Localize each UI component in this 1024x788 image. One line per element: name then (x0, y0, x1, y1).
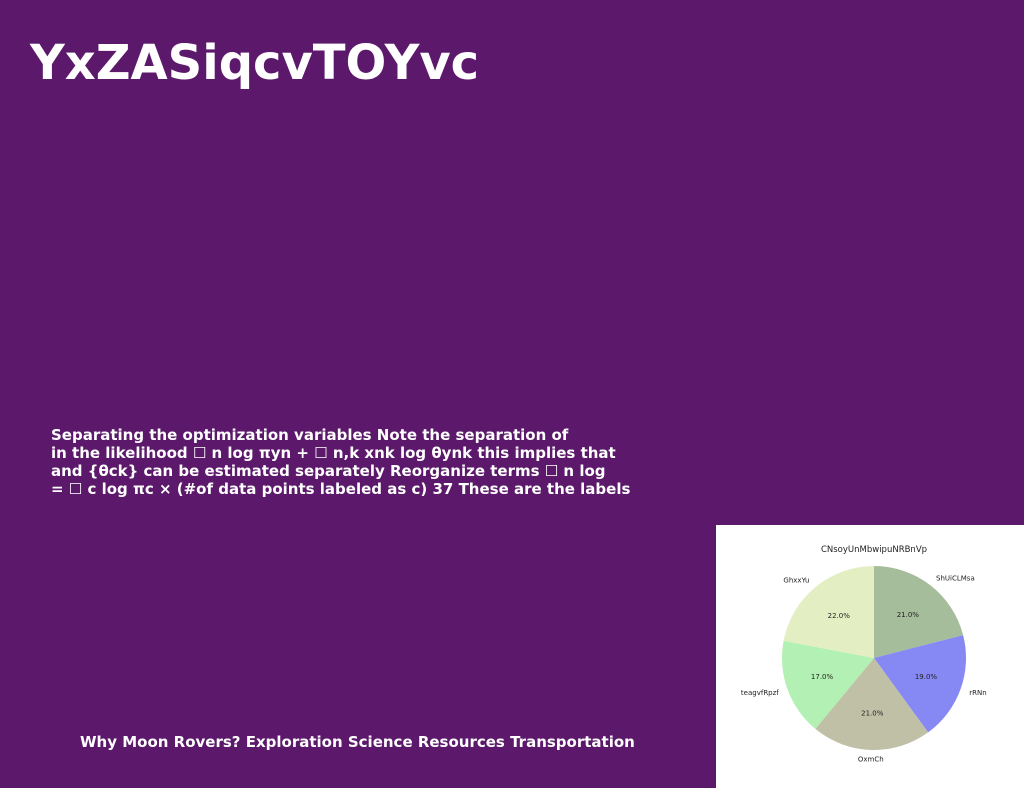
body-line: Separating the optimization variables No… (51, 426, 569, 444)
pie-chart-panel: CNsoyUnMbwipuNRBnVp 21.0% ShUiCLMsa 19.0% r… (716, 525, 1024, 788)
body-line: in the likelihood ☐ n log πyn + ☐ n,k xn… (51, 444, 616, 462)
body-line: = ☐ c log πc × (#of data points labeled … (51, 480, 631, 498)
pie-slice (874, 566, 964, 658)
slice-percent-label: 19.0% (915, 673, 938, 681)
slice-percent-label: 21.0% (897, 611, 920, 619)
slice-percent-label: 17.0% (811, 673, 834, 681)
pie-chart: CNsoyUnMbwipuNRBnVp 21.0% ShUiCLMsa 19.0% r… (741, 545, 987, 764)
slice-category-label: teagvfRpzf (741, 689, 779, 697)
footer-text: Why Moon Rovers? Exploration Science Res… (80, 733, 635, 751)
pie-slice (815, 658, 929, 751)
slice-percent-label: 22.0% (828, 612, 851, 620)
slice-category-label: GhxxYu (783, 577, 809, 585)
body-text: Separating the optimization variables No… (51, 426, 630, 498)
slice-category-label: OxmCh (858, 756, 884, 764)
slice-category-label: rRNn (969, 689, 986, 697)
slice-category-label: ShUiCLMsa (936, 575, 975, 583)
pie-slice (783, 566, 874, 658)
slide-title: YxZASiqcvTOYvc (30, 35, 480, 91)
pie-slice (782, 640, 874, 729)
chart-title: CNsoyUnMbwipuNRBnVp (821, 545, 927, 555)
pie-slice (874, 635, 967, 733)
body-line: and {θck} can be estimated separately Re… (51, 462, 606, 480)
slice-percent-label: 21.0% (861, 710, 884, 718)
